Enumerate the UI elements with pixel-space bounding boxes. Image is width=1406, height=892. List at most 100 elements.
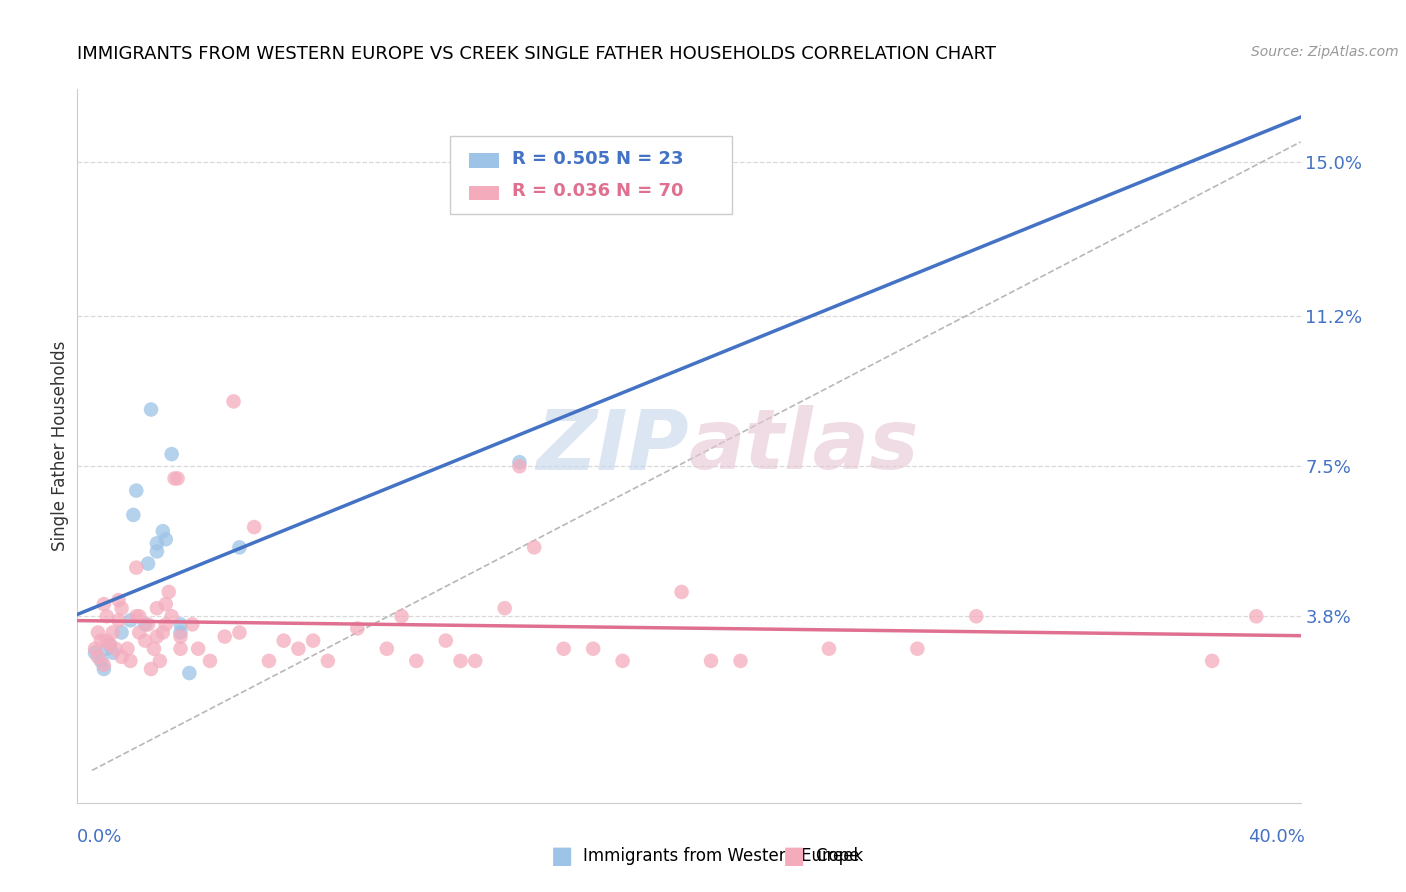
Point: [146, 630, 169, 644]
Text: Source: ZipAtlas.com: Source: ZipAtlas.com: [1251, 45, 1399, 59]
Point: [96, 633, 118, 648]
Text: R = 0.505: R = 0.505: [512, 150, 610, 168]
Point: [136, 617, 159, 632]
Point: [169, 630, 191, 644]
Point: [157, 585, 180, 599]
Point: [110, 601, 132, 615]
Point: [155, 533, 177, 547]
Point: [302, 633, 325, 648]
Point: [273, 633, 295, 648]
Point: [228, 625, 250, 640]
Point: [87, 625, 110, 640]
Point: [146, 536, 169, 550]
Point: [139, 662, 162, 676]
Point: [155, 597, 177, 611]
Point: [965, 609, 987, 624]
Point: [87, 649, 110, 664]
Point: [169, 641, 191, 656]
Point: [257, 654, 280, 668]
Point: [139, 402, 162, 417]
Point: [523, 541, 546, 555]
Point: [671, 585, 693, 599]
Point: [169, 625, 191, 640]
Point: [700, 654, 723, 668]
Point: [155, 617, 177, 632]
Point: [125, 560, 148, 574]
Text: ■: ■: [783, 845, 806, 868]
Point: [243, 520, 266, 534]
FancyBboxPatch shape: [468, 153, 499, 168]
Point: [84, 646, 107, 660]
Point: [494, 601, 516, 615]
Point: [160, 609, 183, 624]
Point: [222, 394, 245, 409]
Point: [160, 447, 183, 461]
Point: [464, 654, 486, 668]
Point: [136, 557, 159, 571]
Point: [434, 633, 457, 648]
Text: N = 70: N = 70: [616, 182, 683, 200]
Point: [228, 541, 250, 555]
Point: [346, 622, 368, 636]
Point: [125, 483, 148, 498]
Point: [316, 654, 339, 668]
Point: [128, 609, 150, 624]
Point: [96, 641, 118, 656]
Text: 40.0%: 40.0%: [1249, 828, 1305, 846]
Point: [375, 641, 398, 656]
Point: [120, 613, 142, 627]
Text: R = 0.036: R = 0.036: [512, 182, 610, 200]
Point: [96, 609, 118, 624]
Point: [84, 641, 107, 656]
Point: [134, 617, 156, 632]
Point: [214, 630, 236, 644]
Point: [117, 641, 139, 656]
Point: [166, 471, 188, 485]
Point: [553, 641, 575, 656]
Point: [90, 633, 112, 648]
Point: [181, 617, 204, 632]
Point: [90, 654, 112, 668]
Point: [98, 638, 121, 652]
Point: [508, 455, 530, 469]
Point: [146, 601, 169, 615]
Point: [287, 641, 309, 656]
Point: [179, 666, 201, 681]
Point: [612, 654, 634, 668]
Point: [391, 609, 413, 624]
Point: [110, 625, 132, 640]
Point: [134, 633, 156, 648]
Point: [169, 617, 191, 632]
Point: [107, 613, 129, 627]
Point: [187, 641, 209, 656]
Text: Creek: Creek: [815, 847, 863, 865]
Point: [730, 654, 752, 668]
Text: ■: ■: [551, 845, 574, 868]
Point: [122, 508, 145, 522]
Text: N = 23: N = 23: [616, 150, 683, 168]
Text: Immigrants from Western Europe: Immigrants from Western Europe: [583, 847, 860, 865]
FancyBboxPatch shape: [468, 186, 499, 200]
Point: [101, 625, 124, 640]
Point: [405, 654, 427, 668]
Text: atlas: atlas: [689, 406, 920, 486]
Point: [93, 597, 115, 611]
Point: [1201, 654, 1223, 668]
Point: [818, 641, 841, 656]
Point: [152, 524, 174, 538]
Point: [125, 609, 148, 624]
Text: 0.0%: 0.0%: [77, 828, 122, 846]
Text: ZIP: ZIP: [536, 406, 689, 486]
Point: [152, 625, 174, 640]
Point: [98, 638, 121, 652]
Point: [93, 657, 115, 672]
Point: [508, 459, 530, 474]
Text: IMMIGRANTS FROM WESTERN EUROPE VS CREEK SINGLE FATHER HOUSEHOLDS CORRELATION CHA: IMMIGRANTS FROM WESTERN EUROPE VS CREEK …: [77, 45, 997, 62]
Point: [450, 654, 472, 668]
Point: [582, 641, 605, 656]
Point: [163, 471, 186, 485]
Point: [110, 649, 132, 664]
Point: [149, 654, 172, 668]
Point: [107, 593, 129, 607]
Point: [120, 654, 142, 668]
